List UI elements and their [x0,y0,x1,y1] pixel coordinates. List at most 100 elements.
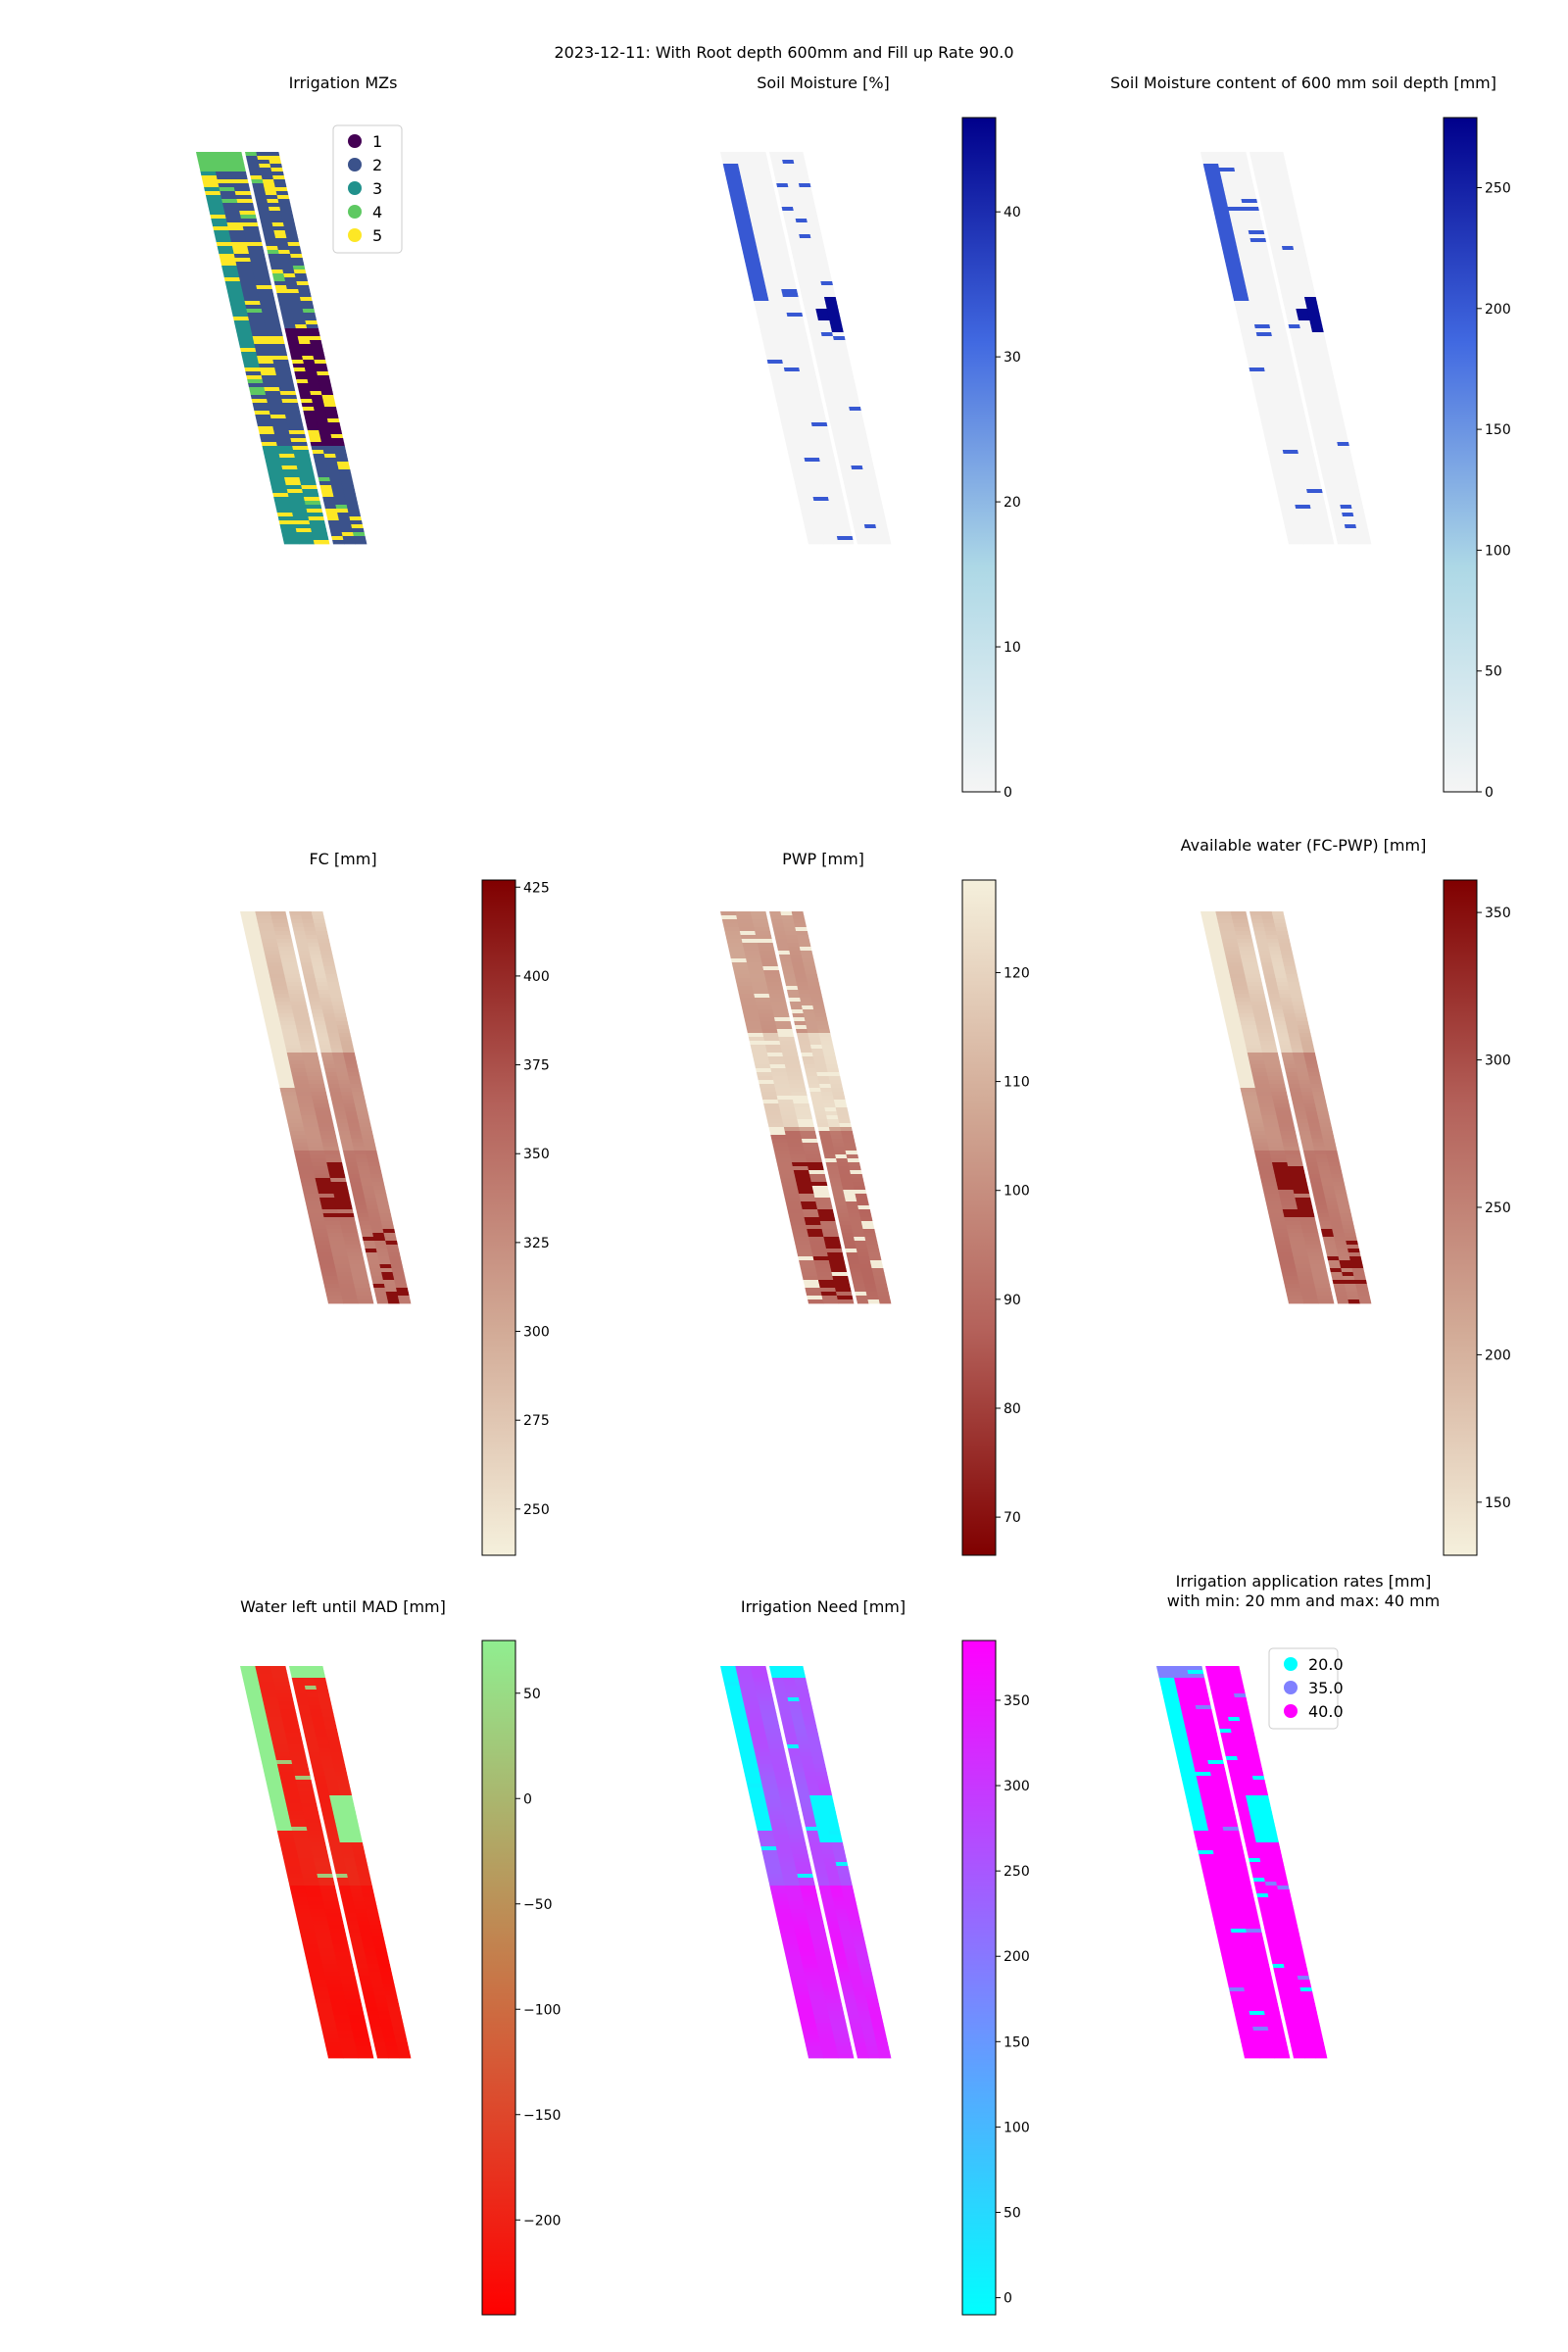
field-cell [284,1795,301,1800]
field-cell [1295,305,1308,310]
field-cell [324,1823,337,1828]
field-cell [1200,1725,1216,1730]
field-cell [782,1123,800,1128]
field-cell [807,222,820,227]
field-cell [825,1245,842,1250]
field-cell [307,379,320,384]
field-cell [1318,411,1332,416]
field-cell [837,1166,851,1171]
field-cell [1305,1111,1318,1116]
field-cell [1232,160,1250,165]
field-cell [1262,970,1276,975]
field-cell [744,258,760,263]
field-cell [734,974,752,979]
field-cell [801,1807,814,1812]
field-cell [335,458,349,463]
field-cell [807,320,820,325]
field-cell [306,1205,323,1210]
field-cell [382,1229,396,1234]
field-cell [310,1760,323,1765]
field-cell [294,371,308,376]
field-cell [1303,1237,1320,1242]
field-cell [320,1709,334,1714]
field-cell [1319,1123,1332,1128]
field-cell [240,915,258,920]
field-cell [801,446,818,451]
field-cell [1274,481,1292,486]
field-cell [1267,1076,1285,1081]
field-cell [813,1009,826,1014]
field-cell [823,1056,837,1061]
field-cell [808,540,824,545]
field-cell [332,2011,350,2016]
field-cell [1289,477,1305,482]
field-cell [805,262,818,267]
field-cell [804,1721,816,1726]
field-cell [255,281,271,286]
field-cell [1257,340,1275,345]
field-cell [271,270,284,274]
field-cell [275,1827,293,1832]
field-cell [1269,1084,1286,1089]
field-cell [333,2015,351,2020]
field-cell [834,1284,851,1289]
field-cell [264,1017,280,1022]
field-cell [312,352,325,357]
field-cell [324,1827,338,1832]
field-cell [851,516,864,521]
field-cell [274,368,291,372]
field-cell [1268,998,1282,1003]
field-cell [1288,1033,1300,1038]
field-cell [213,226,229,231]
field-cell [822,1854,836,1859]
field-cell [330,2003,348,2008]
field-cell [1276,931,1289,936]
field-cell [1313,387,1326,392]
field-cell [283,1791,300,1796]
field-cell [351,2027,368,2032]
field-cell [807,1917,823,1922]
field-cell [256,1737,272,1741]
field-cell [262,943,279,948]
field-cell [798,281,811,286]
field-cell [860,1268,873,1273]
field-cell [855,2046,867,2051]
field-cell [271,919,289,924]
field-cell [835,1292,853,1297]
field-cell [1306,356,1319,361]
field-cell [1277,1119,1294,1124]
field-cell [244,301,262,306]
field-cell [1265,175,1279,180]
field-cell [847,1209,860,1214]
field-cell [1284,258,1298,263]
field-cell [817,1276,834,1281]
field-cell [1283,1060,1296,1065]
field-cell [289,915,303,920]
field-cell [300,911,313,916]
field-cell [353,1952,367,1957]
field-cell [1323,481,1337,486]
field-cell [1286,399,1302,404]
field-cell [773,258,791,263]
field-cell [1298,1131,1312,1136]
field-cell [266,195,278,200]
field-cell [240,281,257,286]
field-cell [1175,1686,1193,1690]
field-cell [1320,368,1333,372]
field-cell [814,254,827,259]
field-cell [277,516,295,521]
field-cell [283,273,296,278]
field-cell [297,285,310,290]
field-cell [1273,211,1287,216]
field-cell [284,1045,302,1050]
field-cell [786,446,804,451]
field-cell [1228,277,1246,282]
field-cell [317,1791,330,1796]
panel-ir: Irrigation application rates [mm]with mi… [1156,1572,1440,2059]
field-cell [825,485,842,490]
field-cell [263,317,280,321]
field-cell [1216,982,1233,987]
field-cell [812,1190,830,1195]
field-cell [329,1178,347,1183]
field-cell [285,332,299,337]
